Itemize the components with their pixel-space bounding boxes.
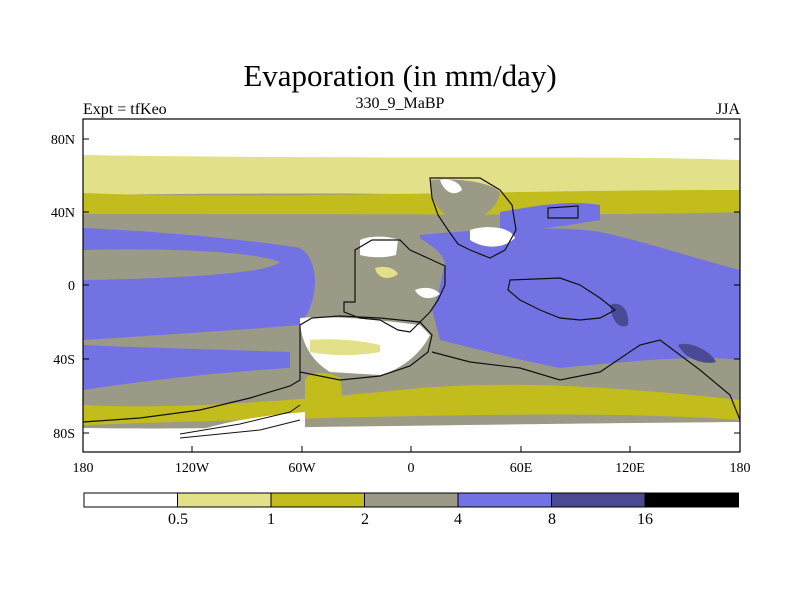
- antarctic-yellow-patch: [305, 373, 342, 405]
- desert-white-2: [415, 287, 440, 299]
- x-tick-label: 120E: [615, 461, 645, 476]
- antarctic-contours: [179, 404, 301, 439]
- colorbar-swatch: [83, 492, 178, 508]
- polar-white-band: [83, 128, 740, 160]
- colorbar-swatch: [457, 492, 552, 508]
- colorbar-label: 2: [361, 511, 369, 528]
- colorbar-label: 1: [267, 511, 275, 528]
- y-tick-label: 0: [68, 279, 75, 294]
- island-outline: [547, 205, 579, 219]
- y-tick-label: 80N: [51, 133, 75, 148]
- dark-blue-patch-2: [678, 343, 716, 363]
- yellow-patch-1: [375, 266, 398, 278]
- y-tick-label: 80S: [53, 427, 75, 442]
- y-tick-label: 40S: [53, 353, 75, 368]
- colorbar-swatch: [364, 492, 459, 508]
- continent-outline-3: [507, 277, 617, 321]
- page-title: Evaporation (in mm/day): [243, 58, 557, 93]
- colorbar-swatch: [270, 492, 365, 508]
- antarctic-coastline: [83, 339, 740, 423]
- colorbar-label: 16: [637, 511, 653, 528]
- north-yellow-band: [83, 150, 740, 197]
- southern-olive-line: [83, 384, 740, 425]
- continent-outline-2: [429, 177, 517, 259]
- south-pacific-blue: [83, 345, 290, 390]
- x-tick-label: 0: [408, 461, 415, 476]
- continent-outline-1: [343, 239, 446, 333]
- period-label: 330_9_MaBP: [355, 95, 445, 112]
- colorbar-label: 8: [548, 511, 556, 528]
- indo-pacific-blue: [420, 228, 740, 368]
- antarctic-coast-white: [200, 412, 305, 445]
- colorbar-swatch: [177, 492, 272, 508]
- colorbar: [83, 492, 739, 508]
- y-tick-marks: [83, 138, 740, 434]
- evaporation-field: [83, 119, 740, 452]
- season-label: JJA: [715, 101, 740, 118]
- colorbar-swatch: [551, 492, 646, 508]
- x-tick-marks: [82, 446, 741, 452]
- continent-outline-4: [299, 315, 433, 381]
- colorbar-label: 0.5: [168, 511, 188, 528]
- x-tick-label: 60E: [510, 461, 533, 476]
- pacific-gray-streak: [83, 249, 280, 280]
- experiment-label: Expt = tfKeo: [83, 101, 167, 118]
- colorbar-label: 4: [454, 511, 462, 528]
- central-continent-gray: [335, 236, 445, 330]
- southern-yellow-band: [310, 339, 380, 355]
- asia-white-patch: [470, 227, 515, 247]
- colorbar-swatch: [644, 492, 739, 508]
- x-tick-label: 60W: [288, 461, 316, 476]
- x-tick-label: 180: [730, 461, 751, 476]
- north-white-patch: [440, 179, 462, 194]
- y-tick-label: 40N: [51, 206, 75, 221]
- x-tick-label: 120W: [175, 461, 210, 476]
- x-tick-label: 180: [73, 461, 94, 476]
